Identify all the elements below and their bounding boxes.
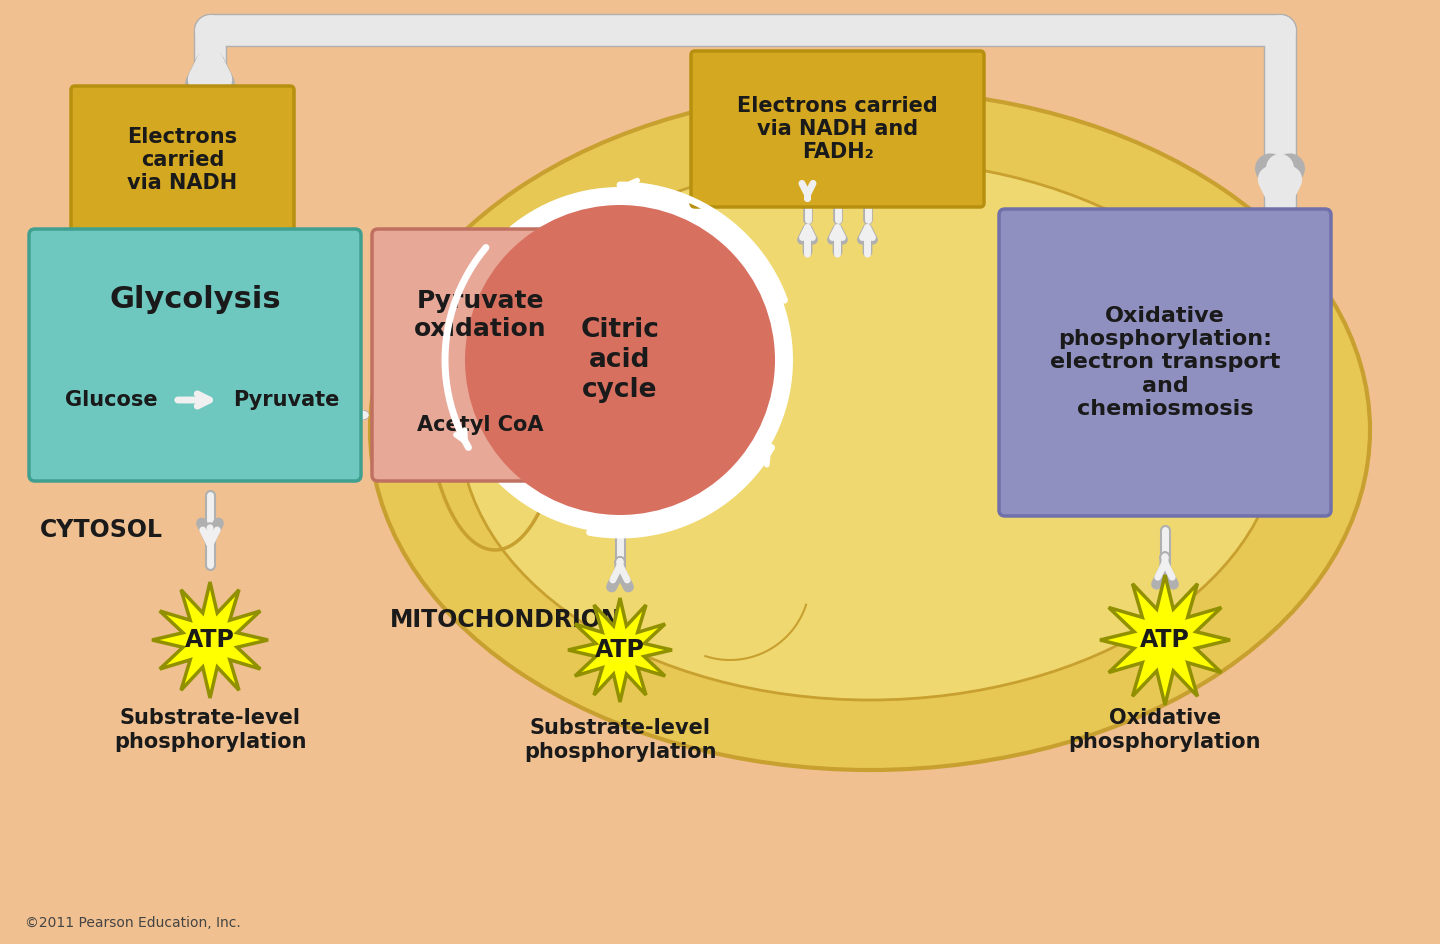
FancyBboxPatch shape (71, 86, 294, 234)
FancyBboxPatch shape (29, 229, 361, 481)
Text: ATP: ATP (186, 628, 235, 652)
Text: Electrons
carried
via NADH: Electrons carried via NADH (127, 126, 238, 194)
Text: Acetyl CoA: Acetyl CoA (418, 415, 544, 435)
Polygon shape (153, 582, 268, 698)
Text: ATP: ATP (595, 638, 645, 662)
Text: Electrons carried
via NADH and
FADH₂: Electrons carried via NADH and FADH₂ (737, 95, 937, 162)
FancyBboxPatch shape (372, 229, 589, 481)
Text: Oxidative
phosphorylation: Oxidative phosphorylation (1068, 708, 1261, 751)
Text: Citric
acid
cycle: Citric acid cycle (580, 317, 660, 403)
Text: ATP: ATP (1140, 628, 1189, 652)
Text: Glucose: Glucose (65, 390, 157, 410)
Circle shape (465, 205, 775, 515)
Text: ©2011 Pearson Education, Inc.: ©2011 Pearson Education, Inc. (24, 916, 240, 930)
FancyBboxPatch shape (999, 209, 1331, 516)
Circle shape (446, 187, 793, 533)
Text: Substrate-level
phosphorylation: Substrate-level phosphorylation (114, 708, 307, 751)
Text: Glycolysis: Glycolysis (109, 285, 281, 314)
FancyBboxPatch shape (691, 51, 984, 207)
Ellipse shape (459, 160, 1280, 700)
Polygon shape (567, 598, 672, 702)
Text: Substrate-level
phosphorylation: Substrate-level phosphorylation (524, 718, 716, 762)
Text: CYTOSOL: CYTOSOL (40, 518, 163, 542)
Text: Pyruvate: Pyruvate (233, 390, 340, 410)
Text: Pyruvate
oxidation: Pyruvate oxidation (415, 289, 547, 341)
Text: MITOCHONDRION: MITOCHONDRION (390, 608, 622, 632)
Ellipse shape (370, 90, 1369, 770)
Text: Oxidative
phosphorylation:
electron transport
and
chemiosmosis: Oxidative phosphorylation: electron tran… (1050, 306, 1280, 419)
Polygon shape (1100, 575, 1230, 705)
